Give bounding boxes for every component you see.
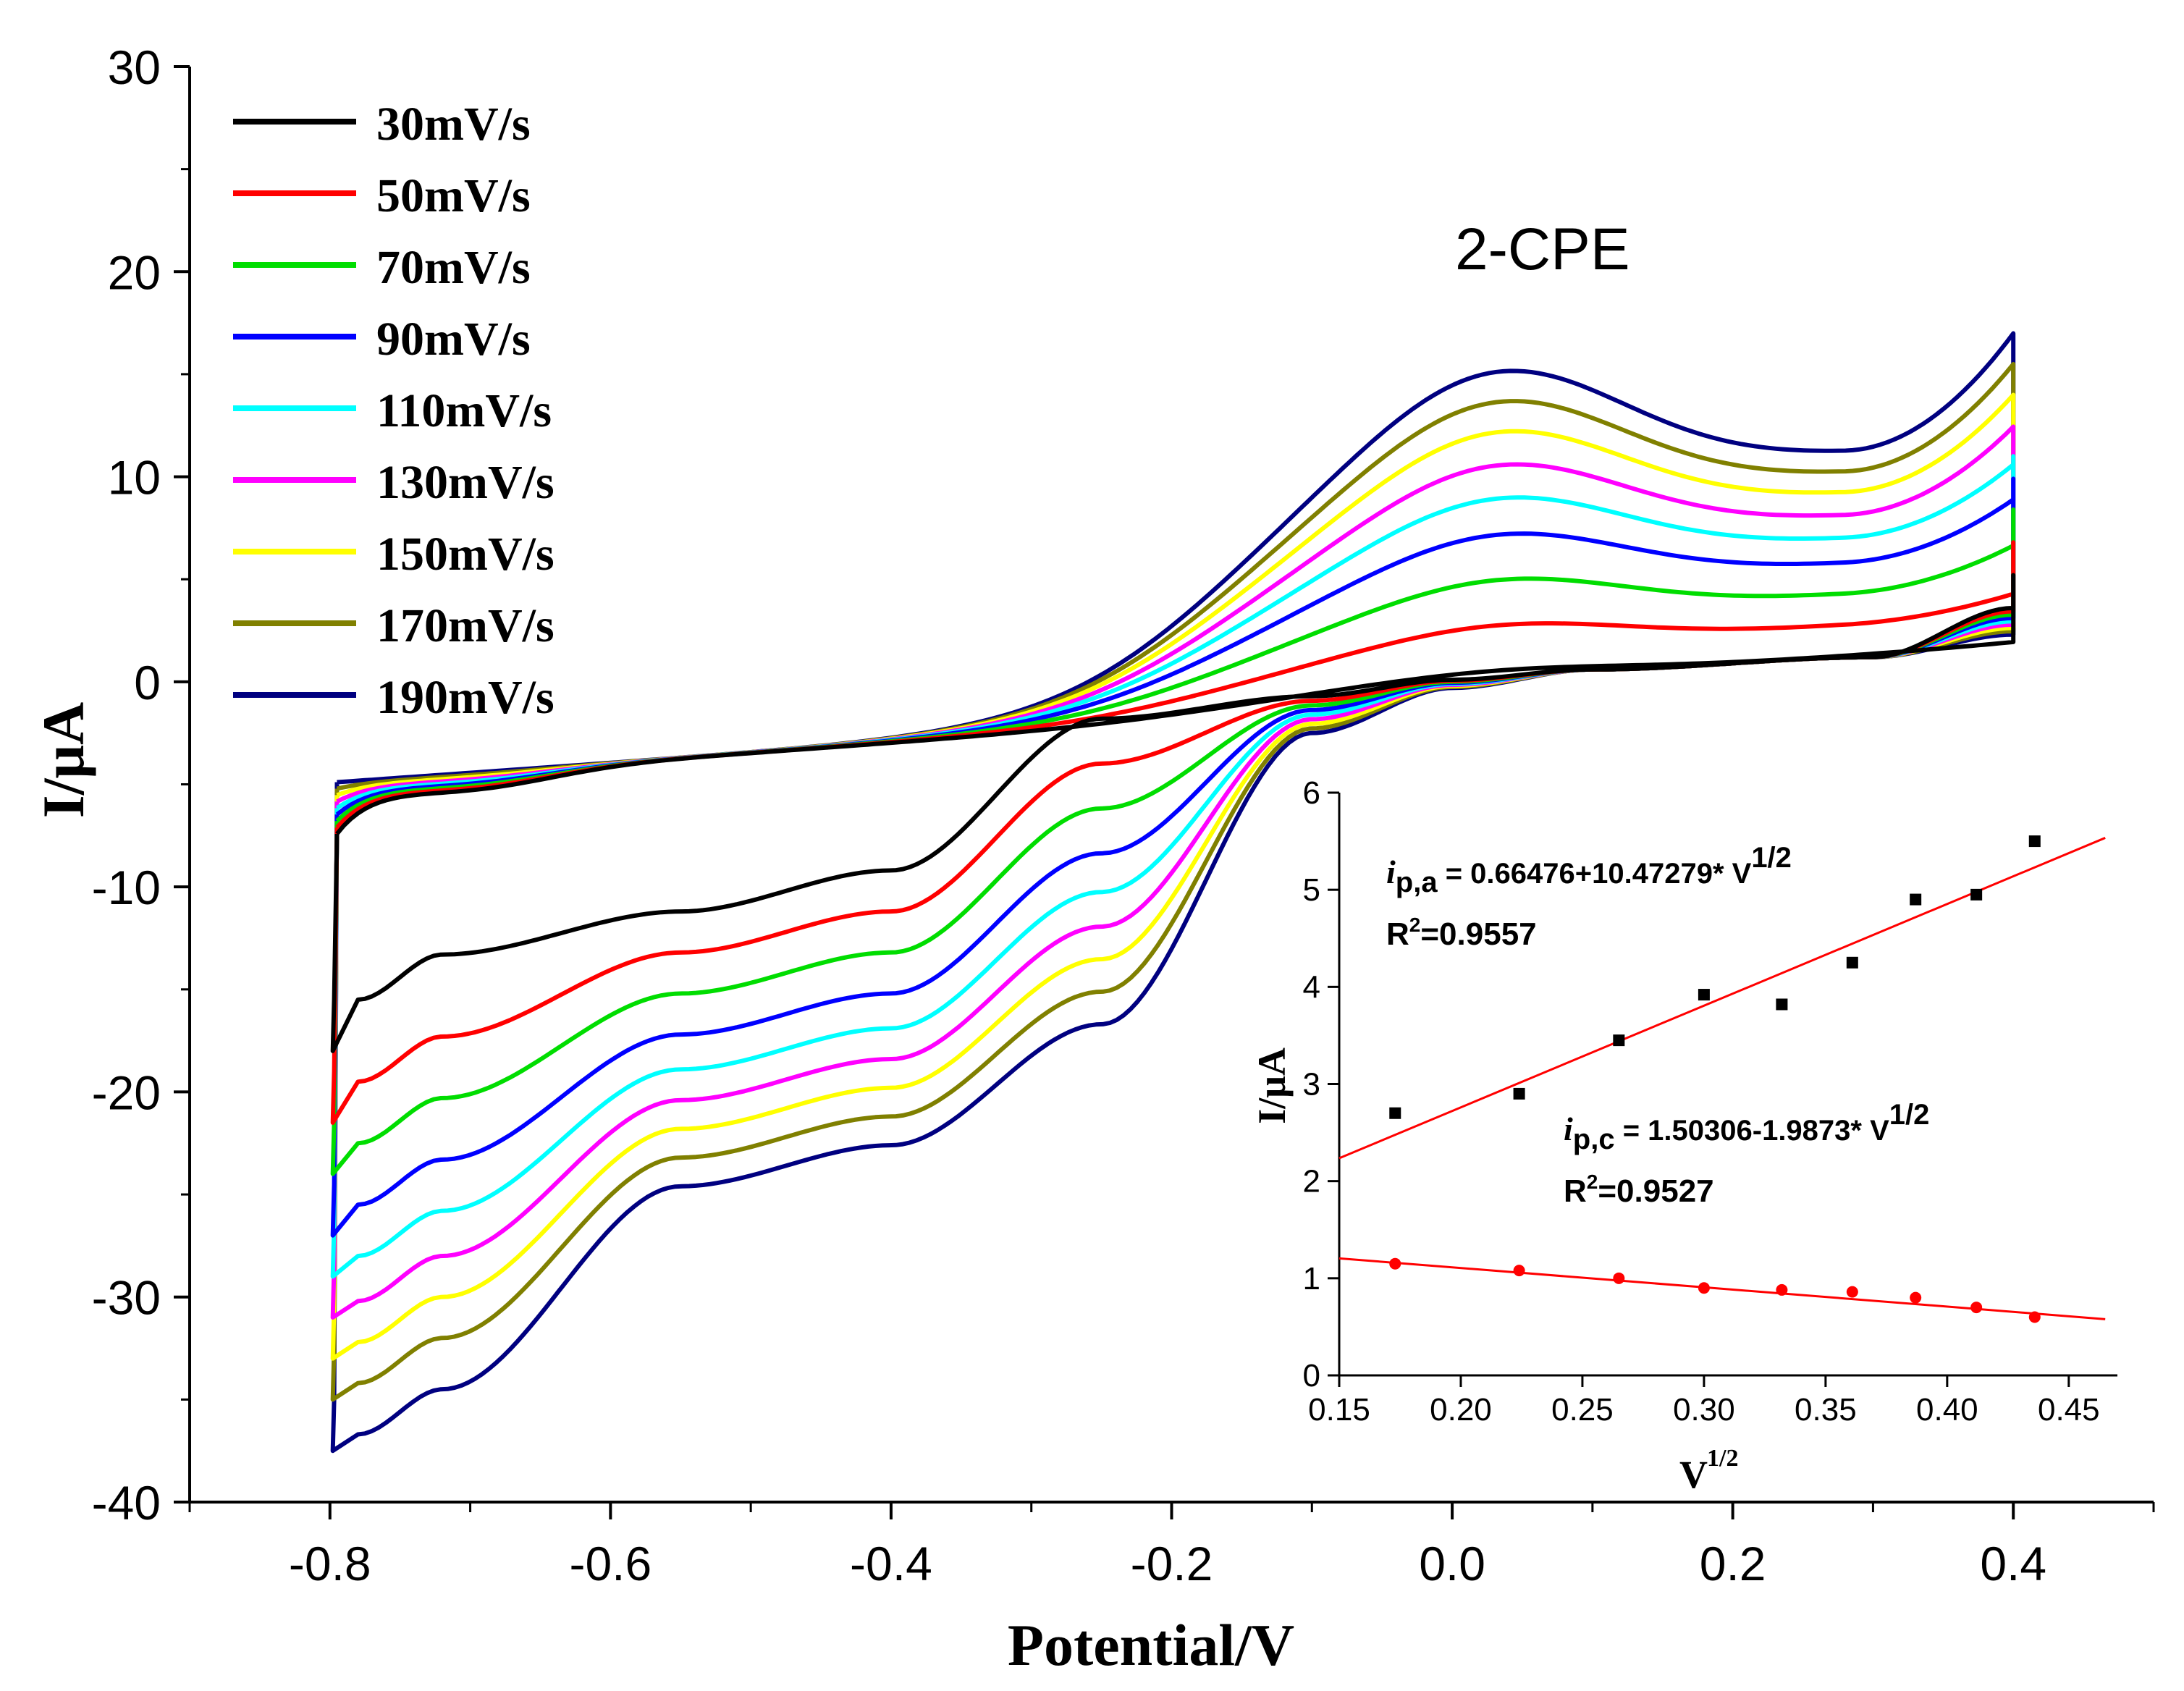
r-squared-value: =0.9557 [1420,916,1536,952]
inset-axes-group: 0 1 2 3 4 5 6 0.15 0.20 0.25 0.30 0.35 0.40 0.45 I/μA V… [1250,775,2117,1496]
inset-x-tick-label: 0.30 [1673,1392,1735,1428]
anodic-point [1389,1107,1401,1119]
inset-y-tick-label: 5 [1303,872,1320,908]
cv-curves-group [330,331,2016,1454]
inset-x-axis-label-superscript: 1/2 [1707,1445,1738,1472]
x-tick-label: -0.4 [850,1537,932,1590]
y-tick-label: 20 [108,245,161,299]
inset-x-tick-label: 0.35 [1795,1392,1857,1428]
r-squared-cathodic: R2=0.9527 [1564,1171,1714,1209]
inset-points [1389,835,2041,1323]
chart-title: 2-CPE [1455,216,1630,282]
cv-curve-30mV-s [330,573,2016,1053]
y-axis-label: I/μA [30,702,96,818]
r-squared-value: =0.9527 [1598,1173,1713,1209]
inset-x-axis-label: V [1679,1453,1708,1496]
anodic-point [1613,1034,1625,1047]
x-tick-label: 0.0 [1419,1537,1485,1590]
legend-label: 170mV/s [376,599,555,652]
equation-body: = 1.50306-1.9873* V [1615,1115,1890,1147]
cathodic-point [1970,1302,1983,1314]
r-squared-anodic: R2=0.9557 [1386,914,1537,952]
legend: 30mV/s 50mV/s 70mV/s 90mV/s 110mV/s 130mV/s 15… [233,98,555,724]
inset-x-tick-label: 0.20 [1430,1392,1492,1428]
cathodic-point [1513,1265,1525,1277]
inset-y-tick-label: 0 [1303,1358,1320,1393]
inset-y-axis-label: I/μA [1250,1047,1294,1124]
legend-label: 150mV/s [376,528,555,581]
anodic-point [1846,956,1858,969]
r-squared-superscript: 2 [1587,1171,1598,1193]
inset-x-tick-label: 0.40 [1916,1392,1978,1428]
equation-subscript: p,c [1573,1123,1615,1155]
inset-y-tick-label: 2 [1303,1164,1320,1199]
fit-equation-cathodic: ip,c = 1.50306-1.9873* V1/2 [1564,1099,1929,1155]
equation-current-symbol: i [1386,853,1396,890]
y-tick-label: -20 [92,1066,161,1119]
y-tick-label: 0 [134,656,161,709]
inset-x-tick-label: 0.25 [1551,1392,1614,1428]
legend-label: 90mV/s [376,313,531,366]
cathodic-point [1846,1286,1858,1298]
anodic-point [1776,998,1788,1011]
anodic-point [1910,893,1922,906]
legend-label: 130mV/s [376,456,555,509]
x-tick-label: -0.2 [1131,1537,1213,1590]
y-tick-label: 10 [108,451,161,505]
equation-superscript: 1/2 [1889,1099,1930,1131]
fit-equation-anodic: ip,a = 0.66476+10.47279* V1/2 [1386,842,1792,898]
anodic-point [1513,1087,1525,1100]
x-tick-label: -0.6 [569,1537,652,1590]
equation-subscript: p,a [1396,866,1438,898]
inset-y-tick-label: 3 [1303,1067,1320,1102]
y-tick-label: -10 [92,861,161,914]
inset-background [1321,785,2114,1379]
legend-label: 70mV/s [376,241,531,294]
anodic-point [1698,989,1710,1001]
x-tick-label: -0.8 [289,1537,371,1590]
cathodic-point [1910,1291,1922,1304]
equation-superscript: 1/2 [1751,842,1792,874]
inset-y-tick-label: 6 [1303,775,1320,811]
inset-x-tick-label: 0.15 [1308,1392,1370,1428]
r-squared-symbol: R [1564,1173,1587,1209]
equation-current-symbol: i [1564,1110,1573,1147]
legend-label: 190mV/s [376,671,555,724]
y-tick-label: -30 [92,1271,161,1325]
equation-body: = 0.66476+10.47279* V [1438,858,1752,890]
r-squared-symbol: R [1386,916,1409,952]
legend-label: 50mV/s [376,169,531,222]
cathodic-point [1776,1283,1788,1296]
y-tick-label: -40 [92,1476,161,1530]
cathodic-point [2028,1311,2041,1323]
x-tick-label: 0.2 [1700,1537,1766,1590]
anodic-point [1970,888,1983,901]
inset-y-tick-label: 1 [1303,1261,1320,1296]
cathodic-point [1698,1282,1710,1294]
legend-label: 30mV/s [376,98,531,151]
cathodic-point [1389,1257,1401,1270]
x-tick-label: 0.4 [1980,1537,2046,1590]
y-tick-label: 30 [108,41,161,94]
legend-label: 110mV/s [376,384,552,437]
anodic-point [2028,835,2041,848]
r-squared-superscript: 2 [1409,914,1421,936]
inset-x-tick-label: 0.45 [2038,1392,2100,1428]
inset-scatter-chart: 0 1 2 3 4 5 6 0.15 0.20 0.25 0.30 0.35 0.40 0.45 I/μA V… [1250,775,2117,1496]
x-axis-label: Potential/V [1008,1612,1294,1678]
inset-y-tick-label: 4 [1303,969,1320,1005]
cathodic-point [1613,1272,1625,1284]
inset-annotations: ip,a = 0.66476+10.47279* V1/2R2=0.9557ip… [1386,842,1929,1209]
